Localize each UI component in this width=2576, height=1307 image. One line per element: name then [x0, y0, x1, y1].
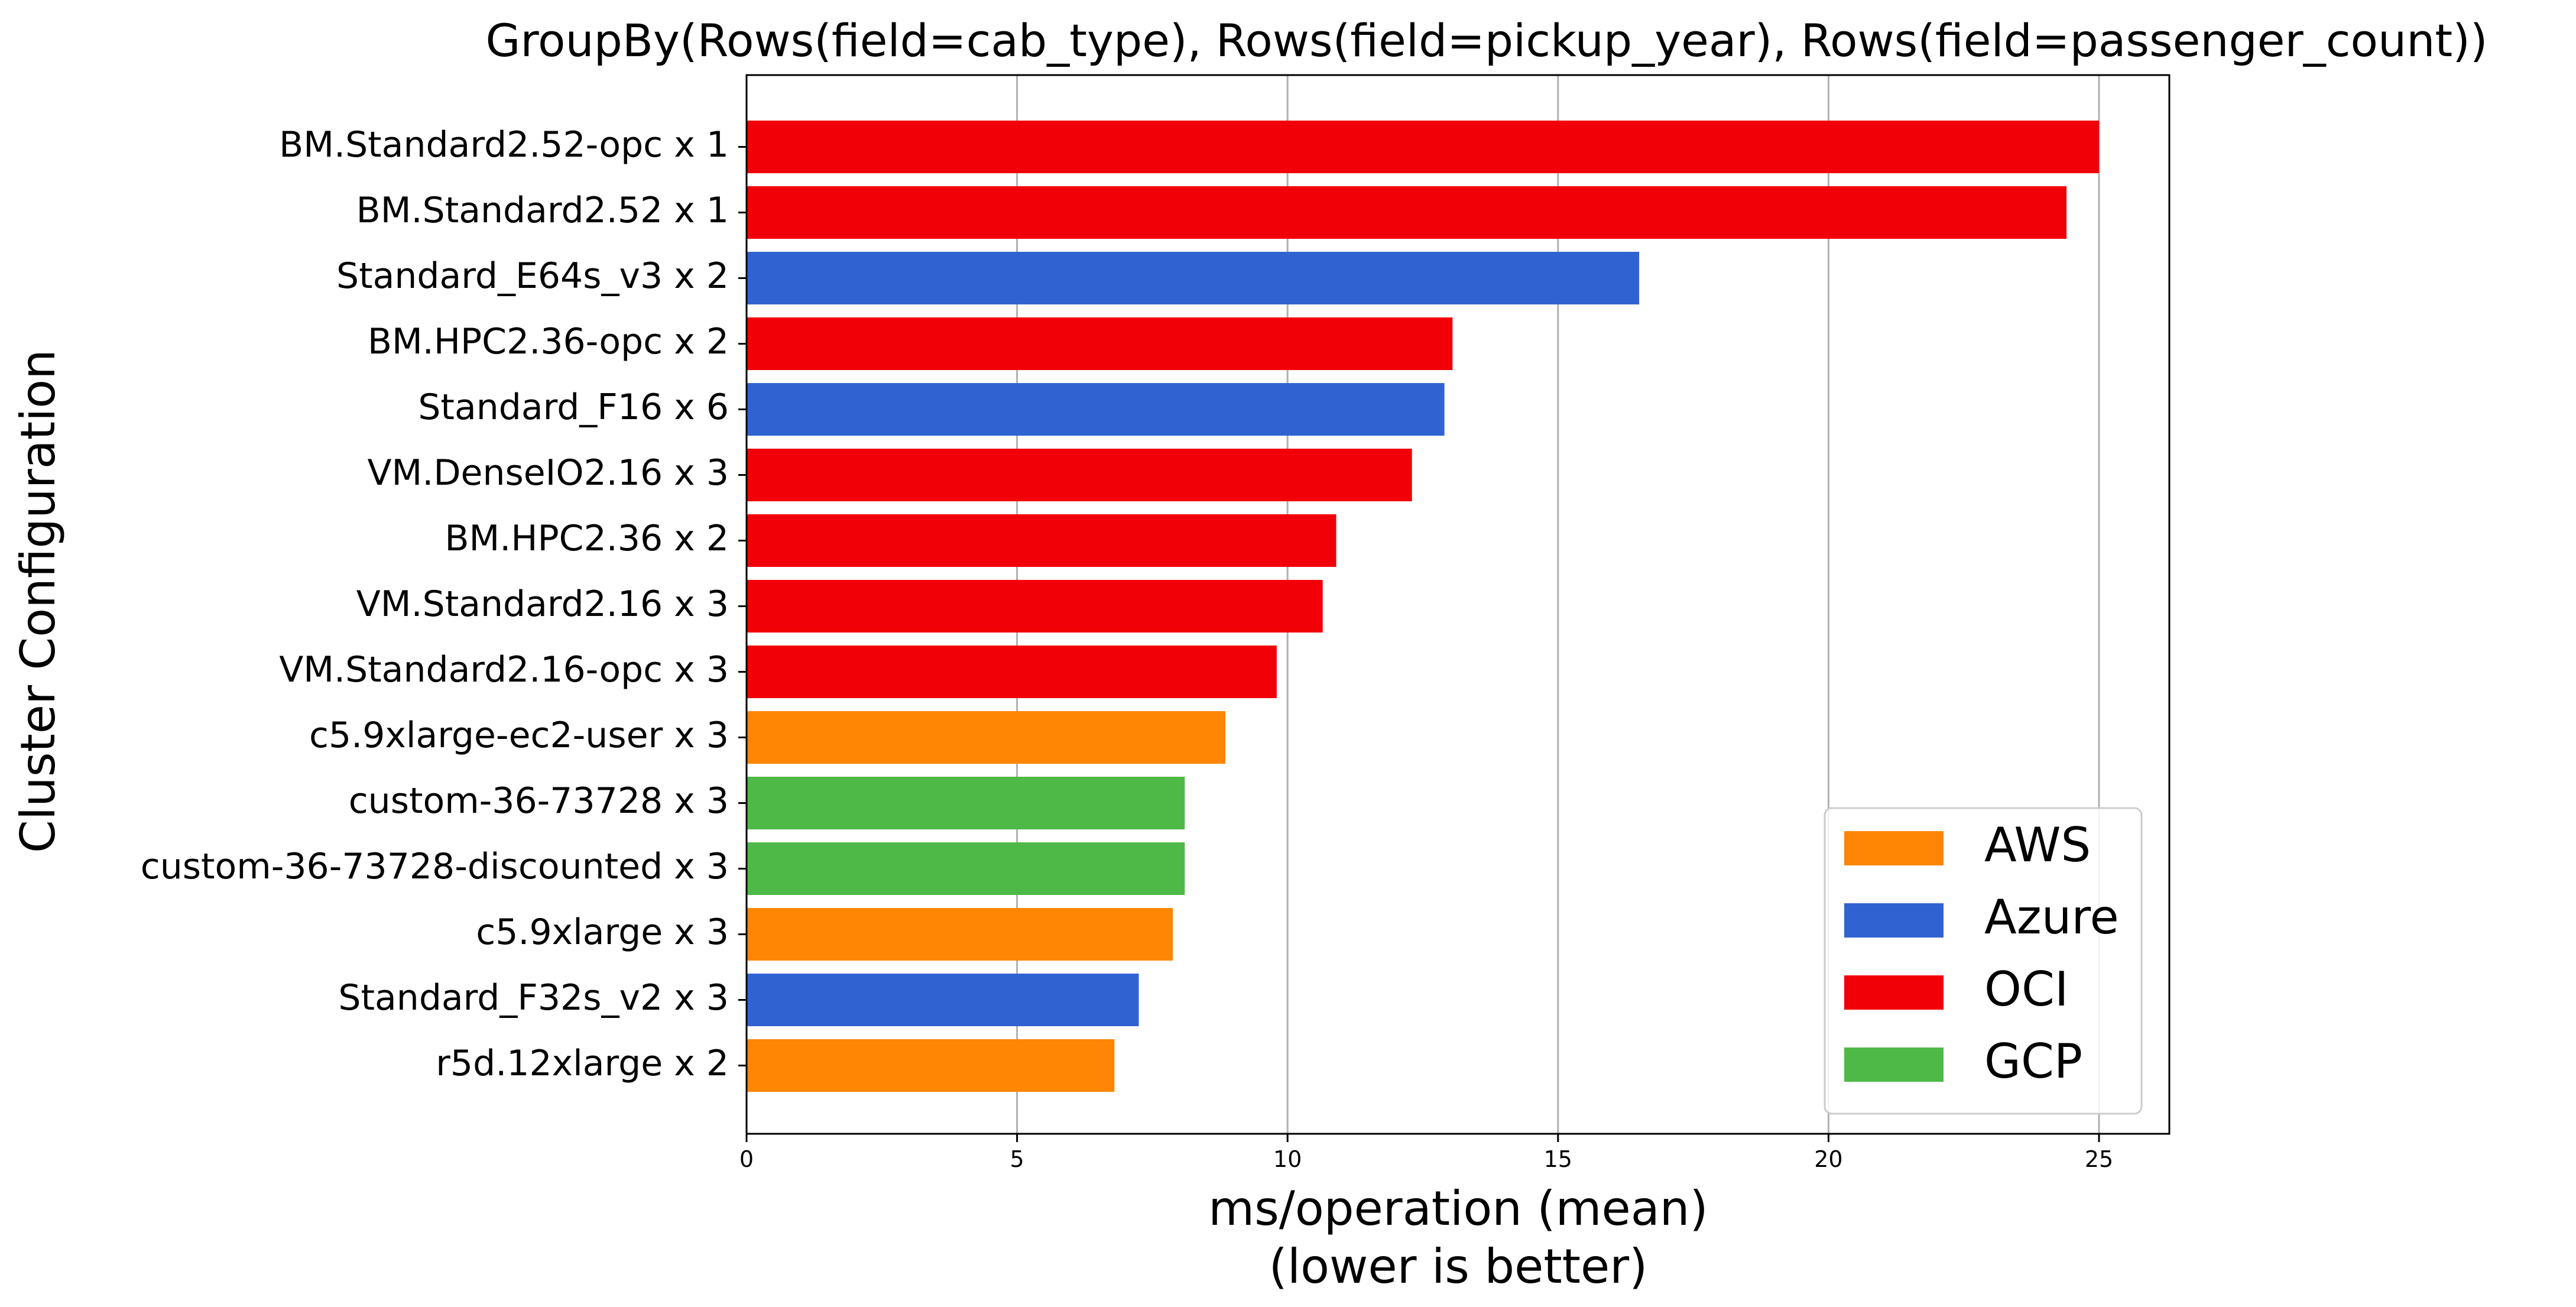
legend: AWS Azure OCI GCP: [1824, 807, 2143, 1115]
y-tick-label: BM.HPC2.36-opc x 2: [368, 321, 729, 362]
legend-swatch-gcp: [1844, 1047, 1944, 1082]
bar-azure: [747, 974, 1139, 1026]
y-tick-label: Standard_E64s_v3 x 2: [336, 255, 729, 297]
bars: [747, 121, 2100, 1092]
x-tick-label: 5: [1010, 1146, 1024, 1172]
y-tick-label: Standard_F16 x 6: [418, 387, 729, 428]
x-axis-sublabel: (lower is better): [1269, 1239, 1648, 1294]
chart-title: GroupBy(Rows(field=cab_type), Rows(field…: [485, 14, 2487, 67]
y-tick-label: VM.Standard2.16-opc x 3: [279, 649, 729, 690]
y-tick-label: BM.Standard2.52-opc x 1: [279, 124, 729, 166]
x-tick-label: 15: [1544, 1146, 1572, 1172]
bar-gcp: [747, 777, 1185, 829]
bar-oci: [747, 580, 1323, 633]
legend-label-aws: AWS: [1984, 818, 2091, 873]
legend-box: [1824, 807, 2143, 1115]
y-tick-label: r5d.12xlarge x 2: [436, 1043, 729, 1084]
x-tick-label: 20: [1814, 1146, 1842, 1172]
bar-azure: [747, 383, 1445, 436]
bar-oci: [747, 121, 2100, 173]
bar-aws: [747, 908, 1173, 961]
bar-aws: [747, 711, 1225, 764]
bar-oci: [747, 186, 2067, 239]
y-tick-label: VM.DenseIO2.16 x 3: [367, 452, 729, 494]
y-tick-label: Standard_F32s_v2 x 3: [338, 977, 729, 1019]
legend-swatch-azure: [1844, 903, 1944, 938]
y-tick-label: custom-36-73728 x 3: [349, 780, 729, 822]
bar-aws: [747, 1039, 1115, 1092]
y-axis-label: Cluster Configuration: [11, 349, 66, 853]
x-tick-label: 10: [1273, 1146, 1302, 1172]
y-tick-label: c5.9xlarge x 3: [476, 912, 729, 953]
bar-azure: [747, 252, 1640, 304]
x-axis-ticks: 0 5 10 15 20 25: [739, 1134, 2113, 1172]
bar-gcp: [747, 842, 1185, 895]
bar-oci: [747, 646, 1277, 698]
y-tick-label: BM.HPC2.36 x 2: [445, 518, 729, 559]
legend-label-gcp: GCP: [1984, 1034, 2082, 1089]
y-tick-label: c5.9xlarge-ec2-user x 3: [309, 715, 729, 756]
bar-oci: [747, 514, 1336, 567]
y-tick-label: VM.Standard2.16 x 3: [356, 583, 729, 625]
x-tick-label: 0: [739, 1146, 754, 1172]
bar-oci: [747, 449, 1412, 501]
legend-swatch-oci: [1844, 975, 1944, 1010]
legend-label-azure: Azure: [1984, 890, 2119, 945]
x-tick-label: 25: [2085, 1146, 2113, 1172]
x-axis-label: ms/operation (mean): [1208, 1181, 1708, 1236]
legend-label-oci: OCI: [1984, 962, 2068, 1017]
y-axis-ticks: BM.Standard2.52-opc x 1 BM.Standard2.52 x…: [141, 124, 747, 1084]
legend-swatch-aws: [1844, 831, 1944, 865]
plot-frame: [745, 74, 2171, 1135]
bar-oci: [747, 317, 1453, 370]
y-tick-label: custom-36-73728-discounted x 3: [141, 846, 729, 887]
y-tick-label: BM.Standard2.52 x 1: [356, 190, 729, 231]
